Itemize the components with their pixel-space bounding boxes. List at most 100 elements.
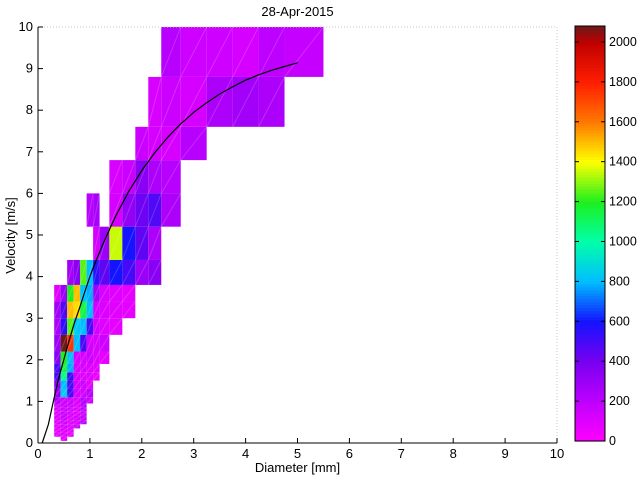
colorbar-tick-label: 1600 [609,115,637,129]
cell-shading-seam [79,380,88,390]
y-tick-label: 8 [26,102,33,117]
colorbar-swatch [575,242,605,246]
heatmap-cell [73,334,81,352]
heatmap-cell [73,318,81,335]
colorbar-swatch [575,111,605,116]
cell-shading-seam [53,407,61,413]
cell-shading-seam [86,318,94,336]
cell-shading-seam [60,318,68,336]
colorbar-swatch [575,426,605,430]
colorbar-swatch [575,183,605,187]
heatmap-cell [73,411,81,416]
heatmap-cell [67,415,74,421]
heatmap-cell [148,259,162,285]
heatmap-cell [109,259,123,285]
heatmap-cell [60,388,68,398]
cell-shading-seam [79,371,88,381]
heatmap-cell [135,126,149,161]
heatmap-cell [148,126,162,161]
cell-shading-seam [53,363,62,373]
cell-shading-seam [79,351,88,365]
cell-shading-seam [86,259,94,286]
colorbar-swatch [575,295,605,300]
cell-shading-seam [60,284,68,302]
cell-shading-seam [73,423,81,429]
heatmap-cell [67,334,74,352]
colorbar-swatch [575,286,605,291]
cell-shading-seam [108,317,123,336]
x-axis-label: Diameter [mm] [254,460,341,475]
cell-shading-seam [53,411,61,417]
heatmap-cell [86,351,94,364]
colorbar-swatch [575,277,605,282]
heatmap-cell [73,284,81,302]
colorbar-swatch [575,310,605,315]
cell-shading-seam [108,301,123,319]
chart-title: 28-Apr-2015 [261,4,334,19]
cell-shading-seam [60,419,68,425]
colorbar-swatch [575,132,605,137]
heatmap-cell [86,380,94,389]
colorbar-swatch [575,58,605,63]
heatmap-cell [60,318,68,335]
y-tick-label: 1 [26,393,33,408]
cell-shading-seam [53,403,61,409]
terminal-velocity-curve [41,62,298,444]
heatmap-cell [99,259,110,285]
cell-shading-seam [73,388,81,398]
heatmap-cell [86,259,94,285]
colorbar-swatch [575,399,605,404]
colorbar-swatch [575,272,605,276]
heatmap-cell [73,415,81,421]
heatmap-cell [54,420,61,425]
heatmap-cell [109,160,123,194]
colorbar-swatch [575,408,605,412]
colorbar-swatch [575,420,605,424]
colorbar-tick-label: 2000 [609,35,637,49]
cell-shading-seam [73,407,81,413]
cell-shading-seam [79,407,87,413]
colorbar-swatch [575,189,605,193]
colorbar-swatch [575,28,605,33]
heatmap-cell [86,334,94,352]
heatmap-cell [54,301,61,319]
cell-shading-seam [147,126,162,161]
cell-shading-seam [66,351,75,365]
cell-shading-seam [53,396,62,404]
colorbar-swatch [575,186,605,190]
heatmap-cell [67,411,74,416]
colorbar-swatch [575,411,605,415]
heatmap-cell [60,428,68,433]
cell-shading-seam [99,284,110,302]
cell-shading-seam [86,284,94,302]
cell-shading-seam [99,317,110,336]
heatmap-cell [80,415,87,421]
cell-shading-seam [108,284,123,302]
heatmap-cell [258,27,285,77]
cell-shading-seam [134,259,149,286]
heatmap-cell [80,403,87,408]
heatmap-cell [60,363,68,373]
colorbar-swatch [575,343,605,347]
cell-shading-seam [53,415,61,421]
heatmap-cell [122,284,136,302]
heatmap-cell [60,432,68,437]
heatmap-cell [60,380,68,389]
cell-shading-seam [73,415,81,421]
colorbar-swatch [575,358,605,362]
cell-shading-seam [121,226,136,261]
cell-shading-seam [99,334,110,352]
heatmap-cell [148,160,162,194]
cell-shading-seam [66,403,74,409]
heatmap-cell [67,284,74,302]
cell-shading-seam [108,226,123,261]
heatmap-cell [86,363,94,373]
heatmap-cell [54,403,61,408]
heatmap-cell [73,380,81,389]
colorbar-swatch [575,230,605,235]
cell-shading-seam [60,371,68,381]
colorbar-swatch [575,289,605,294]
colorbar-swatch [575,46,605,51]
heatmap-cell [80,411,87,416]
